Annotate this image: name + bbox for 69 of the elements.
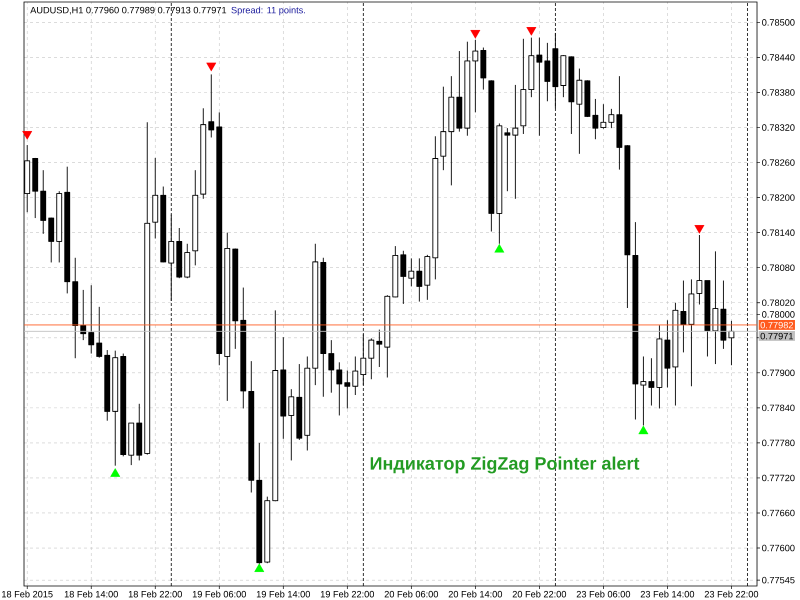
y-tick-label: 0.78200	[762, 194, 795, 201]
x-tick-label: 18 Feb 14:00	[64, 590, 118, 598]
candlestick	[352, 356, 358, 396]
candlestick	[504, 128, 510, 192]
candlestick	[536, 37, 542, 136]
x-tick-label: 18 Feb 22:00	[128, 590, 182, 598]
x-tick-label: 18 Feb 2015	[2, 590, 53, 598]
y-tick-label: 0.77600	[762, 544, 795, 552]
candlestick	[648, 358, 654, 406]
candlestick	[336, 362, 342, 416]
y-tick-label: 0.77780	[762, 440, 795, 446]
candlestick	[416, 258, 422, 302]
ref-line-label: 0.77971	[760, 332, 794, 340]
point	[254, 563, 264, 572]
y-tick-label: 0.78020	[762, 299, 795, 306]
ref-line-label: 0.77982	[760, 322, 794, 328]
x-tick-label: 19 Feb 14:00	[256, 590, 310, 598]
candlestick	[696, 234, 702, 305]
candlestick	[600, 104, 606, 130]
y-tick-label: 0.78000	[762, 311, 795, 318]
candlestick	[376, 329, 382, 368]
x-tick-label: 19 Feb 06:00	[192, 590, 246, 598]
y-tick-label: 0.78080	[762, 264, 795, 271]
y-tick-label: 0.78380	[762, 89, 795, 96]
candlestick	[640, 356, 646, 426]
y-tick-label: 0.78320	[762, 124, 795, 131]
x-tick-label: 19 Feb 22:00	[320, 590, 374, 598]
x-tick-label: 20 Feb 14:00	[448, 590, 502, 598]
y-tick-label: 0.77720	[762, 474, 795, 482]
candlestick	[512, 84, 518, 200]
point	[470, 30, 480, 39]
candlestick	[368, 338, 374, 380]
candlestick	[608, 108, 614, 129]
point	[694, 225, 704, 234]
candlestick	[592, 98, 598, 140]
annotation: Индикатор ZigZag Pointer alert	[370, 456, 640, 474]
y-tick-label: 0.77545	[762, 576, 795, 584]
candlestick	[576, 68, 582, 154]
candlestick	[288, 388, 294, 461]
x-tick-label: 23 Feb 06:00	[576, 590, 630, 598]
candlestick	[400, 250, 406, 304]
y-tick-label: 0.77660	[762, 510, 795, 516]
point	[110, 468, 120, 477]
candlestick	[680, 280, 686, 353]
point	[22, 131, 32, 140]
candlestick	[408, 258, 414, 287]
x-tick-label: 23 Feb 14:00	[640, 590, 694, 598]
y-tick-label: 0.78260	[762, 159, 795, 166]
candlestick	[472, 39, 478, 113]
chart-title: AUDUSD,H1 0.77960 0.77989 0.77913 0.77971	[30, 6, 226, 14]
candlestick	[208, 74, 214, 138]
point	[206, 62, 216, 72]
x-tick-label: 20 Feb 22:00	[512, 590, 566, 598]
y-tick-label: 0.77900	[762, 370, 795, 376]
y-tick-label: 0.78440	[762, 54, 795, 61]
point	[638, 426, 648, 434]
y-tick-label: 0.78140	[762, 229, 795, 236]
x-tick-label: 23 Feb 22:00	[704, 590, 758, 598]
candlestick	[48, 217, 54, 263]
x-tick-label: 20 Feb 06:00	[384, 590, 438, 598]
y-tick-label: 0.78500	[762, 19, 795, 26]
candlestick	[712, 250, 718, 365]
candlestick	[544, 42, 550, 102]
point	[526, 27, 536, 36]
y-tick-label: 0.77840	[762, 404, 795, 412]
chart-subtitle: Spread: 11 points.	[231, 6, 306, 16]
candlestick	[96, 306, 102, 358]
candlestick	[88, 284, 94, 354]
candlestick	[328, 340, 334, 394]
